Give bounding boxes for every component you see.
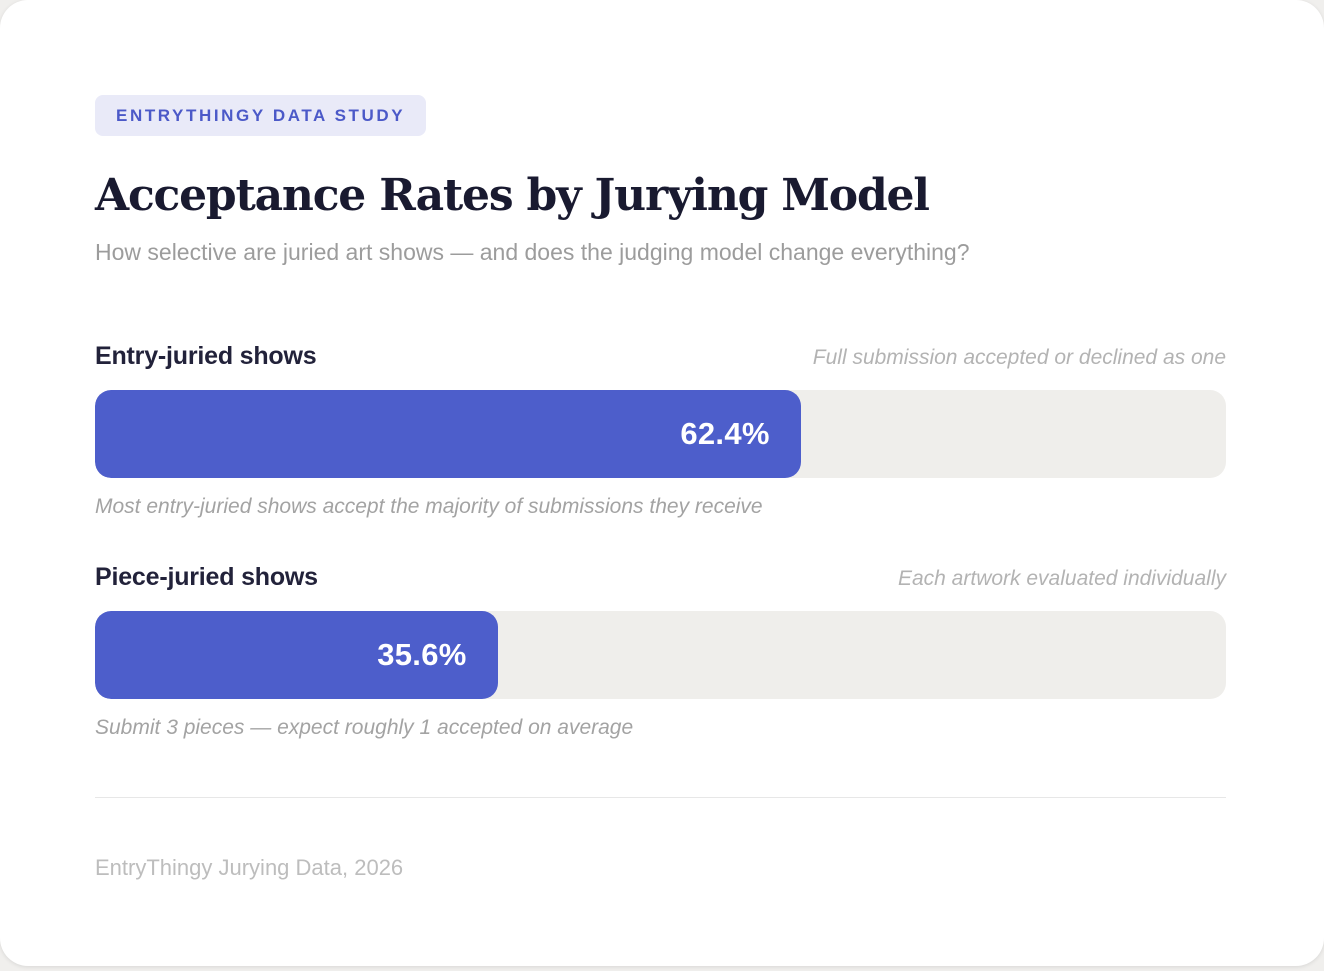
bar-track: 35.6% xyxy=(95,611,1226,699)
category-label: Entry-juried shows xyxy=(95,342,317,370)
page-subtitle: How selective are juried art shows — and… xyxy=(95,239,970,265)
bar-row-piece-juried: Piece-juried shows Each artwork evaluate… xyxy=(95,563,1226,740)
row-header: Entry-juried shows Full submission accep… xyxy=(95,342,1226,371)
category-note: Each artwork evaluated individually xyxy=(897,567,1226,590)
page-title: Acceptance Rates by Jurying Model xyxy=(95,170,930,221)
study-badge: ENTRYTHINGY DATA STUDY xyxy=(95,95,427,136)
bar-value-label: 35.6% xyxy=(377,637,467,672)
bar-fill-entry-juried: 62.4% xyxy=(95,390,801,478)
row-header: Piece-juried shows Each artwork evaluate… xyxy=(95,563,1226,592)
row-caption: Most entry-juried shows accept the major… xyxy=(95,495,763,518)
category-note: Full submission accepted or declined as … xyxy=(812,346,1226,369)
category-label: Piece-juried shows xyxy=(95,563,318,591)
data-source: EntryThingy Jurying Data, 2026 xyxy=(95,855,404,880)
bar-row-entry-juried: Entry-juried shows Full submission accep… xyxy=(95,342,1226,519)
bar-fill-piece-juried: 35.6% xyxy=(95,611,498,699)
row-caption: Submit 3 pieces — expect roughly 1 accep… xyxy=(95,716,634,739)
bar-track: 62.4% xyxy=(95,390,1226,478)
bar-value-label: 62.4% xyxy=(680,416,770,451)
footer-divider xyxy=(95,797,1226,798)
